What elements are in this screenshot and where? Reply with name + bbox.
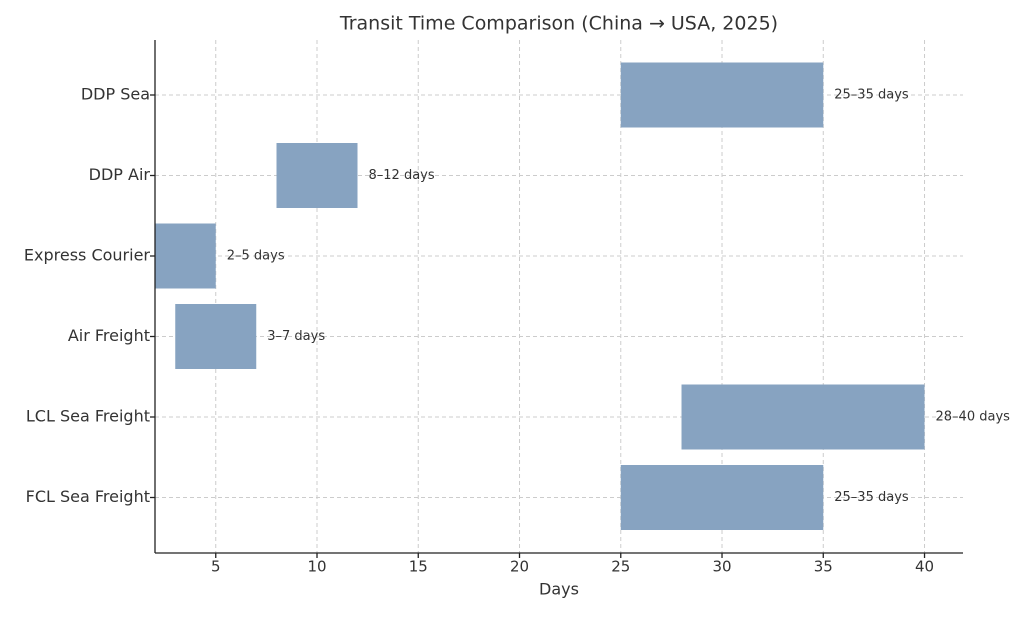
data-label: 28–40 days (936, 410, 1011, 425)
y-tick-label: Air Freight (68, 326, 150, 345)
x-tick-label: 35 (814, 558, 833, 576)
bar (620, 465, 824, 530)
bar (620, 62, 824, 128)
bar (681, 384, 925, 450)
data-label: 3–7 days (267, 329, 325, 344)
data-label: 25–35 days (834, 88, 909, 103)
data-label: 25–35 days (834, 490, 909, 505)
data-label: 2–5 days (227, 249, 285, 264)
x-tick-label: 20 (510, 558, 529, 576)
bar (276, 143, 358, 208)
y-tick-label: DDP Air (89, 165, 151, 184)
x-tick-label: 10 (307, 558, 326, 576)
x-tick-label: 30 (712, 558, 731, 576)
chart-title: Transit Time Comparison (China → USA, 20… (339, 13, 778, 35)
x-tick-label: 5 (211, 558, 221, 576)
y-tick-label: LCL Sea Freight (26, 407, 150, 426)
x-tick-label: 15 (409, 558, 428, 576)
bar (175, 304, 257, 369)
y-tick-label: Express Courier (24, 246, 151, 265)
data-label: 8–12 days (369, 168, 435, 183)
x-tick-label: 40 (915, 558, 934, 576)
x-axis-title: Days (539, 580, 579, 599)
bar (155, 223, 216, 289)
y-tick-label: FCL Sea Freight (26, 487, 150, 506)
x-tick-label: 25 (611, 558, 630, 576)
y-tick-label: DDP Sea (81, 85, 150, 104)
